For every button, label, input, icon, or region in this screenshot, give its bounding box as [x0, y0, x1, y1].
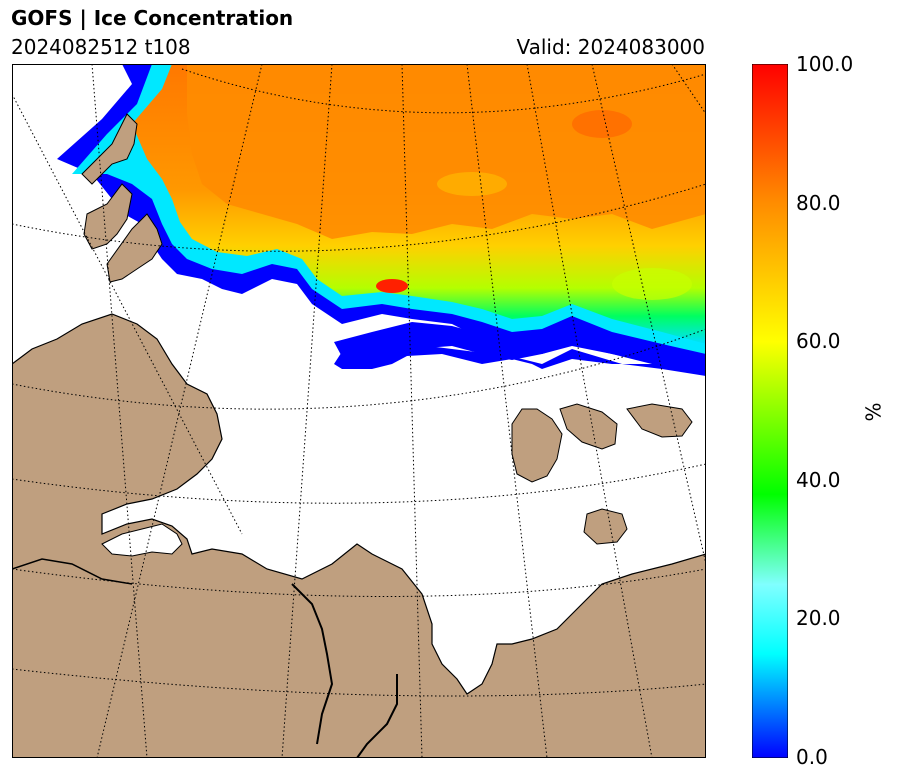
ice-core	[187, 64, 706, 239]
colorbar	[752, 64, 788, 758]
land-east-island-3	[626, 403, 693, 438]
land-east-island-2	[559, 403, 618, 450]
colorbar-tick-60: 60.0	[796, 329, 841, 353]
colorbar-tick-100: 100.0	[796, 52, 854, 76]
land-west-mainland	[12, 313, 706, 758]
land-northwest-island	[81, 113, 138, 185]
river-2	[356, 674, 398, 758]
land-west-island	[83, 183, 133, 250]
run-label: 2024082512 t108	[11, 35, 191, 59]
map-frame	[12, 64, 706, 758]
white-sea	[101, 523, 183, 557]
river-3	[12, 558, 133, 585]
valid-label: Valid: 2024083000	[516, 35, 705, 59]
colorbar-tick-80: 80.0	[796, 191, 841, 215]
land-east-island-1	[511, 408, 563, 483]
colorbar-unit: %	[861, 402, 886, 422]
land-west-island-2	[106, 213, 163, 283]
river-1	[291, 583, 334, 745]
ice-edge-blue-lower	[334, 322, 706, 376]
map-title: GOFS | Ice Concentration	[11, 6, 294, 30]
ice-map	[12, 64, 706, 758]
colorbar-tick-40: 40.0	[796, 468, 841, 492]
graticule	[12, 64, 706, 758]
land-east-island-4	[583, 508, 628, 545]
ice-max-spot	[376, 279, 408, 293]
colorbar-tick-0: 0.0	[796, 745, 828, 769]
colorbar-tick-20: 20.0	[796, 606, 841, 630]
